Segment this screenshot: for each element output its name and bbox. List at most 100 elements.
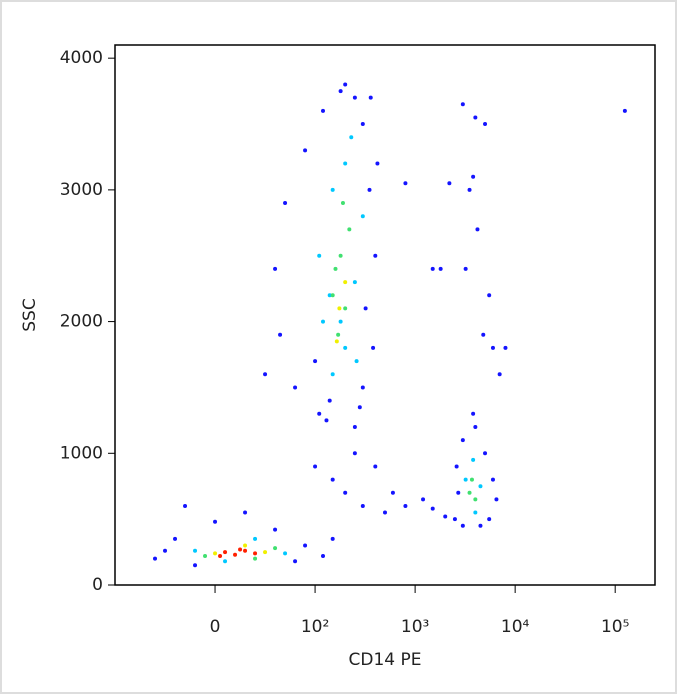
point bbox=[293, 385, 298, 390]
point bbox=[373, 253, 378, 258]
point bbox=[324, 418, 329, 423]
point bbox=[473, 497, 478, 502]
point bbox=[320, 108, 325, 113]
x-axis-label: CD14 PE bbox=[349, 650, 422, 670]
x-tick-label: 10⁵ bbox=[601, 617, 629, 637]
point bbox=[243, 510, 248, 515]
point bbox=[343, 306, 348, 311]
x-tick-label: 10² bbox=[301, 617, 329, 637]
point bbox=[338, 89, 343, 94]
point bbox=[313, 464, 318, 469]
point bbox=[430, 506, 435, 511]
point bbox=[463, 266, 468, 271]
point bbox=[203, 554, 208, 559]
point bbox=[330, 187, 335, 192]
point bbox=[327, 293, 332, 298]
point bbox=[456, 490, 461, 495]
point bbox=[373, 464, 378, 469]
point bbox=[460, 438, 465, 443]
point bbox=[193, 548, 198, 553]
point bbox=[360, 214, 365, 219]
y-tick-label: 0 bbox=[92, 575, 103, 595]
point bbox=[283, 201, 288, 206]
point bbox=[337, 306, 342, 311]
plot-area bbox=[114, 44, 656, 586]
point bbox=[320, 319, 325, 324]
point bbox=[390, 490, 395, 495]
point bbox=[183, 503, 188, 508]
x-tick-label: 0 bbox=[210, 617, 221, 637]
point bbox=[352, 451, 357, 456]
point bbox=[357, 405, 362, 410]
point bbox=[467, 490, 472, 495]
point bbox=[338, 253, 343, 258]
point bbox=[403, 181, 408, 186]
point bbox=[223, 550, 228, 555]
point bbox=[483, 122, 488, 127]
point bbox=[343, 280, 348, 285]
point bbox=[471, 457, 476, 462]
point bbox=[363, 306, 368, 311]
y-tick-label: 3000 bbox=[60, 180, 103, 200]
point bbox=[173, 536, 178, 541]
point bbox=[303, 543, 308, 548]
point bbox=[454, 464, 459, 469]
point bbox=[153, 556, 158, 561]
point bbox=[218, 554, 223, 559]
point bbox=[622, 108, 627, 113]
x-tick-label: 10⁴ bbox=[501, 617, 530, 637]
point bbox=[481, 332, 486, 337]
point bbox=[327, 398, 332, 403]
point bbox=[368, 95, 373, 100]
point bbox=[478, 484, 483, 489]
point bbox=[340, 201, 345, 206]
point bbox=[333, 266, 338, 271]
point bbox=[497, 372, 502, 377]
point bbox=[343, 345, 348, 350]
point bbox=[317, 411, 322, 416]
point bbox=[360, 385, 365, 390]
point bbox=[213, 519, 218, 524]
point bbox=[352, 424, 357, 429]
point bbox=[487, 517, 492, 522]
point bbox=[273, 527, 278, 532]
point bbox=[471, 174, 476, 179]
point bbox=[383, 510, 387, 515]
point bbox=[336, 332, 341, 337]
point bbox=[278, 332, 283, 337]
point bbox=[213, 551, 218, 556]
point bbox=[233, 552, 238, 557]
point bbox=[475, 227, 480, 232]
point bbox=[471, 411, 476, 416]
point bbox=[317, 253, 322, 258]
point bbox=[253, 556, 258, 561]
point bbox=[273, 266, 278, 271]
point bbox=[253, 536, 258, 541]
point bbox=[243, 543, 248, 548]
point bbox=[293, 559, 298, 564]
point bbox=[460, 523, 465, 528]
point bbox=[330, 536, 335, 541]
point bbox=[452, 517, 457, 522]
point bbox=[443, 514, 448, 519]
point bbox=[467, 187, 472, 192]
point bbox=[347, 227, 352, 232]
point bbox=[447, 181, 452, 186]
y-tick-label: 4000 bbox=[60, 48, 103, 68]
point bbox=[330, 372, 335, 377]
point bbox=[352, 95, 357, 100]
y-tick-label: 2000 bbox=[60, 312, 103, 332]
point bbox=[320, 554, 325, 559]
point bbox=[343, 82, 348, 87]
point bbox=[283, 551, 288, 556]
point bbox=[367, 187, 372, 192]
point bbox=[360, 503, 365, 508]
point bbox=[330, 477, 335, 482]
point bbox=[349, 135, 354, 140]
y-axis-label: SSC bbox=[20, 298, 40, 331]
point bbox=[334, 339, 339, 344]
point bbox=[430, 266, 435, 271]
point bbox=[494, 497, 499, 502]
point bbox=[193, 563, 198, 568]
